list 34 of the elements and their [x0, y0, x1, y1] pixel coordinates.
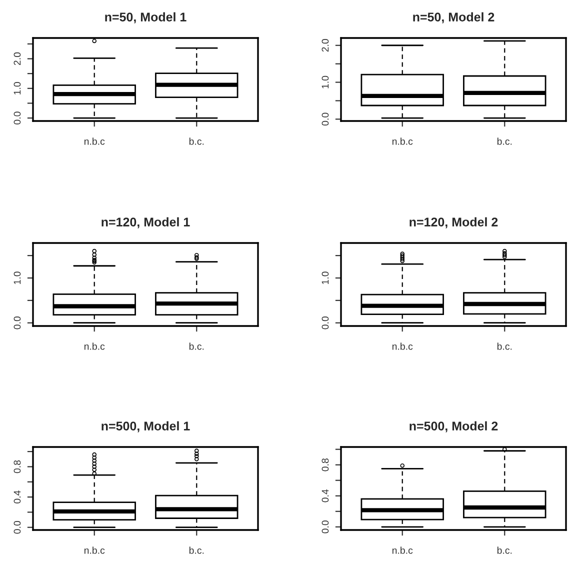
y-tick-label: 1.0 [322, 76, 329, 88]
y-tick-label: 0.0 [14, 316, 21, 330]
chart-title: n=120, Model 1 [102, 217, 190, 228]
y-tick-label: 0.4 [14, 490, 21, 504]
x-tick-label: n.b.c [392, 342, 413, 350]
x-tick-label: n.b.c [84, 342, 105, 350]
x-tick-label: b.c. [497, 342, 512, 350]
y-tick-label: 0.4 [322, 489, 329, 502]
y-tick-label: 0.0 [322, 316, 329, 330]
chart-title: n=120, Model 2 [410, 217, 498, 228]
x-tick-label: b.c. [189, 546, 204, 554]
y-tick-label: 1.0 [14, 272, 21, 284]
x-tick-label: n.b.c [392, 546, 413, 554]
x-tick-label: n.b.c [84, 138, 105, 145]
x-tick-label: b.c. [189, 138, 204, 145]
x-tick-label: b.c. [497, 138, 512, 145]
y-tick-label: 1.0 [322, 272, 329, 284]
y-tick-label: 2.0 [322, 39, 329, 52]
chart-title: n=500, Model 1 [102, 421, 190, 432]
chart-title: n=500, Model 2 [410, 421, 498, 432]
x-tick-label: n.b.c [84, 546, 105, 554]
chart-title: n=50, Model 2 [413, 12, 494, 24]
x-tick-label: b.c. [497, 546, 512, 554]
y-tick-label: 0.0 [14, 112, 21, 124]
y-tick-label: 0.0 [322, 112, 329, 126]
y-tick-label: 0.0 [322, 520, 329, 534]
y-tick-label: 2.0 [14, 52, 21, 66]
x-tick-label: b.c. [189, 342, 204, 350]
y-tick-label: 0.0 [14, 520, 21, 534]
y-tick-label: 0.8 [14, 460, 21, 474]
y-tick-label: 1.0 [14, 82, 21, 94]
chart-title: n=50, Model 1 [105, 12, 186, 24]
y-tick-label: 0.8 [322, 458, 329, 472]
x-tick-label: n.b.c [392, 138, 413, 145]
